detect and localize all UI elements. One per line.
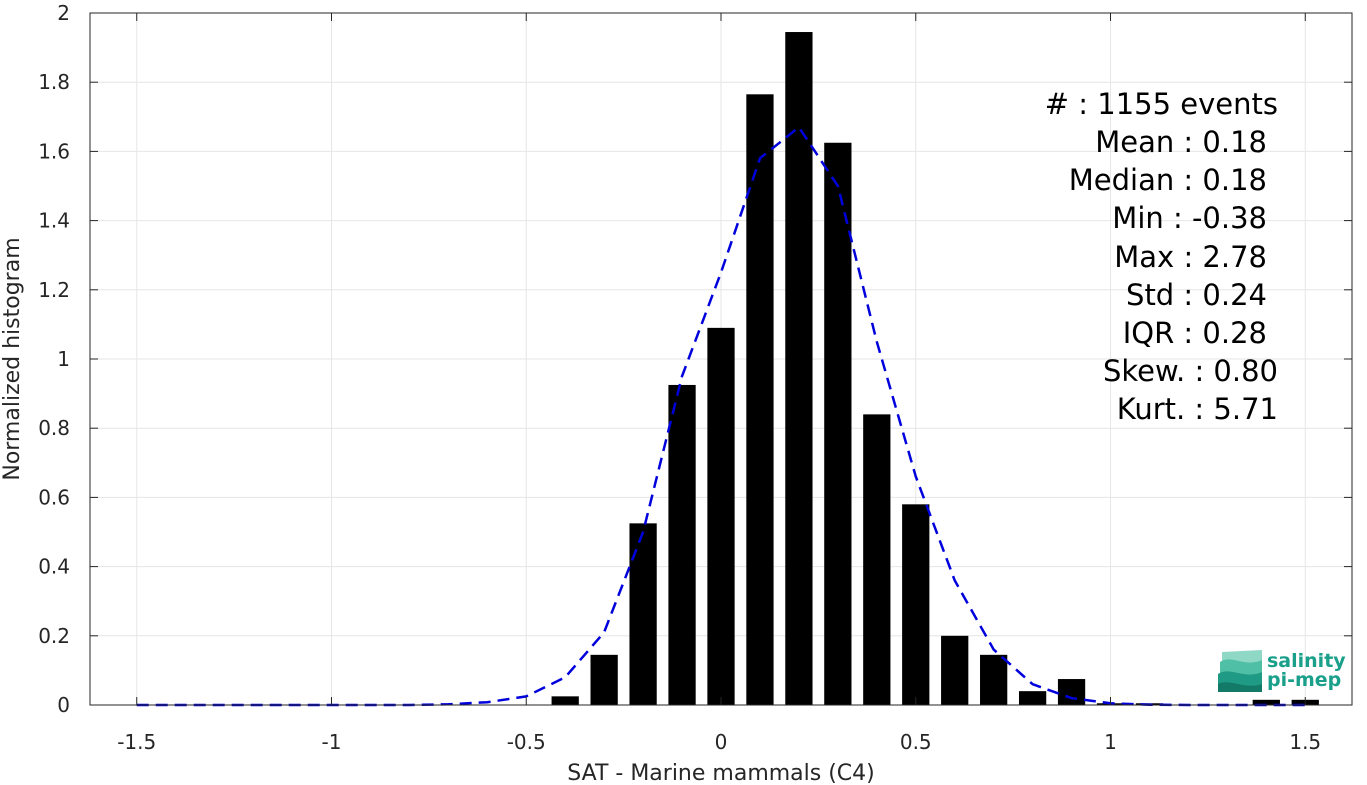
stats-max: Max : 2.78 [1114, 240, 1267, 274]
logo-line1: salinity [1267, 650, 1346, 672]
x-tick-label: -0.5 [507, 730, 546, 754]
histogram-bar [668, 384, 696, 705]
histogram-bar [1252, 699, 1280, 705]
salinity-pimep-logo: salinity pi-mep [1218, 650, 1346, 692]
stats-min: Min : -0.38 [1112, 201, 1267, 235]
y-tick-label: 2 [57, 1, 70, 25]
histogram-bar [941, 635, 969, 705]
x-axis-ticks: -1.5 -1 -0.5 0 0.5 1 1.5 [117, 13, 1321, 754]
stats-skew: Skew. : 0.80 [1103, 354, 1278, 388]
histogram-bar [902, 504, 930, 705]
stats-iqr: IQR : 0.28 [1123, 316, 1267, 350]
histogram-bar [590, 654, 618, 705]
x-tick-label: 0 [715, 730, 728, 754]
histogram-bar [629, 523, 657, 705]
x-tick-label: -1 [322, 730, 342, 754]
stats-box: # : 1155 events Mean : 0.18 Median : 0.1… [1045, 87, 1278, 426]
histogram-bar [707, 327, 735, 705]
y-axis-label: Normalized histogram [0, 237, 25, 480]
histogram-bar [1018, 691, 1047, 705]
x-tick-label: 1 [1104, 730, 1117, 754]
y-axis-ticks: 0 0.2 0.4 0.6 0.8 1 1.2 1.4 1.6 1.8 2 [38, 1, 1352, 717]
y-tick-label: 0.8 [38, 416, 70, 440]
stats-median: Median : 0.18 [1069, 163, 1267, 197]
histogram-bar [863, 414, 891, 705]
stats-count: # : 1155 events [1045, 87, 1278, 121]
x-tick-label: 0.5 [900, 730, 932, 754]
y-tick-label: 1 [57, 347, 70, 371]
y-tick-label: 0.4 [38, 555, 70, 579]
stats-std: Std : 0.24 [1126, 278, 1267, 312]
y-tick-label: 0.6 [38, 485, 70, 509]
y-tick-label: 1.8 [38, 70, 70, 94]
x-axis-label: SAT - Marine mammals (C4) [567, 761, 875, 785]
histogram-bar [551, 696, 579, 705]
wave-icon [1218, 650, 1262, 692]
y-tick-label: 1.6 [38, 139, 70, 163]
histogram-bar [1057, 679, 1086, 705]
histogram-bar [824, 142, 852, 705]
stats-kurt: Kurt. : 5.71 [1117, 392, 1278, 426]
logo-line2: pi-mep [1267, 669, 1341, 691]
y-tick-label: 0.2 [38, 624, 70, 648]
y-tick-label: 1.4 [38, 209, 70, 233]
y-tick-label: 1.2 [38, 278, 70, 302]
x-tick-label: -1.5 [117, 730, 156, 754]
histogram-bar [746, 94, 774, 705]
stats-mean: Mean : 0.18 [1095, 125, 1267, 159]
x-tick-label: 1.5 [1289, 730, 1321, 754]
histogram-bar [785, 32, 813, 705]
histogram-bar [980, 654, 1008, 705]
y-tick-label: 0 [57, 693, 70, 717]
